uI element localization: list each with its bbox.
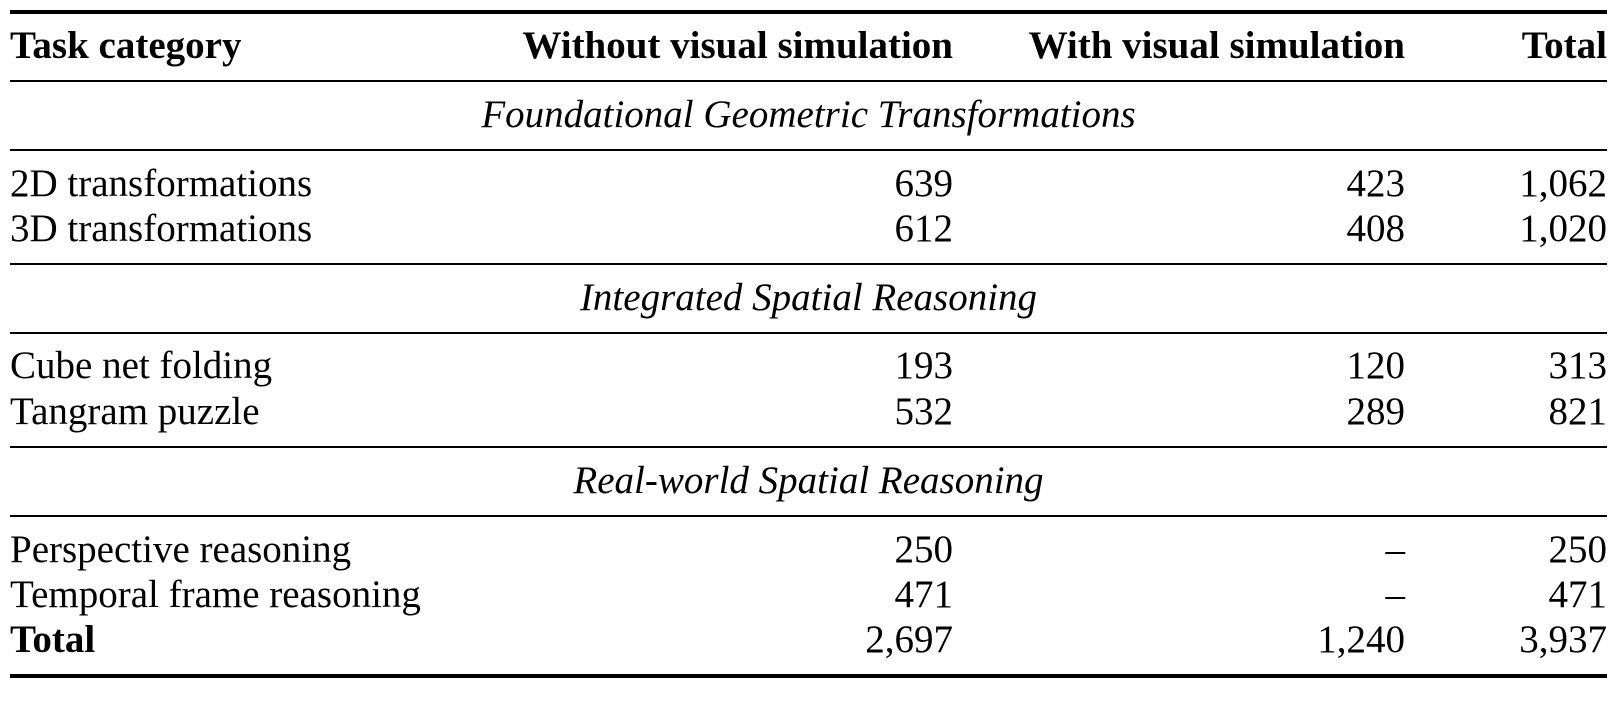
section-rule <box>10 515 1607 517</box>
section-title-foundational: Foundational Geometric Transformations <box>481 93 1136 136</box>
top-rule <box>10 10 1607 14</box>
row-label: Tangram puzzle <box>10 390 260 433</box>
without-value: 250 <box>894 528 954 571</box>
total-row: Total 2,697 1,240 3,937 <box>10 617 1607 663</box>
row-label: 3D transformations <box>10 207 313 250</box>
section-title-integrated: Integrated Spatial Reasoning <box>579 276 1038 319</box>
row-label: Cube net folding <box>10 344 273 387</box>
without-value: 612 <box>894 207 954 250</box>
total-value: 313 <box>1548 344 1608 387</box>
with-value: 289 <box>1346 390 1406 433</box>
with-value: 423 <box>1346 162 1406 205</box>
total-value: 1,062 <box>1519 162 1607 205</box>
section-rule <box>10 332 1607 334</box>
table-row: Perspective reasoning 250 – 250 <box>10 527 1607 573</box>
header-task-category: Task category <box>10 24 242 67</box>
total-value: 471 <box>1548 573 1608 616</box>
table-row: 2D transformations 639 423 1,062 <box>10 161 1607 207</box>
with-value: – <box>1385 528 1406 571</box>
header-rule <box>10 80 1607 82</box>
without-value: 471 <box>894 573 954 616</box>
total-value: 1,020 <box>1519 207 1607 250</box>
total-value: 821 <box>1548 390 1608 433</box>
header-without-visual-simulation: Without visual simulation <box>522 24 953 67</box>
table-row: Tangram puzzle 532 289 821 <box>10 389 1607 435</box>
with-value: 408 <box>1346 207 1406 250</box>
without-value: 639 <box>894 162 954 205</box>
row-label: 2D transformations <box>10 162 313 205</box>
with-value: 120 <box>1346 344 1406 387</box>
header-total: Total <box>1521 24 1607 67</box>
section-rule <box>10 263 1607 265</box>
header-row: Task category Without visual simulation … <box>10 23 1607 69</box>
total-with-value: 1,240 <box>1317 618 1405 661</box>
without-value: 193 <box>894 344 954 387</box>
section-rule <box>10 149 1607 151</box>
section-title-real-world: Real-world Spatial Reasoning <box>573 459 1044 502</box>
without-value: 532 <box>894 390 954 433</box>
header-with-visual-simulation: With visual simulation <box>1028 24 1405 67</box>
grand-total-value: 3,937 <box>1519 618 1607 661</box>
table-row: Cube net folding 193 120 313 <box>10 343 1607 389</box>
bottom-rule <box>10 674 1607 678</box>
total-without-value: 2,697 <box>865 618 953 661</box>
table-row: Temporal frame reasoning 471 – 471 <box>10 572 1607 618</box>
row-label: Temporal frame reasoning <box>10 573 421 616</box>
with-value: – <box>1385 573 1406 616</box>
section-rule <box>10 446 1607 448</box>
total-row-label: Total <box>10 618 96 661</box>
table-row: 3D transformations 612 408 1,020 <box>10 206 1607 252</box>
row-label: Perspective reasoning <box>10 528 352 571</box>
total-value: 250 <box>1548 528 1608 571</box>
